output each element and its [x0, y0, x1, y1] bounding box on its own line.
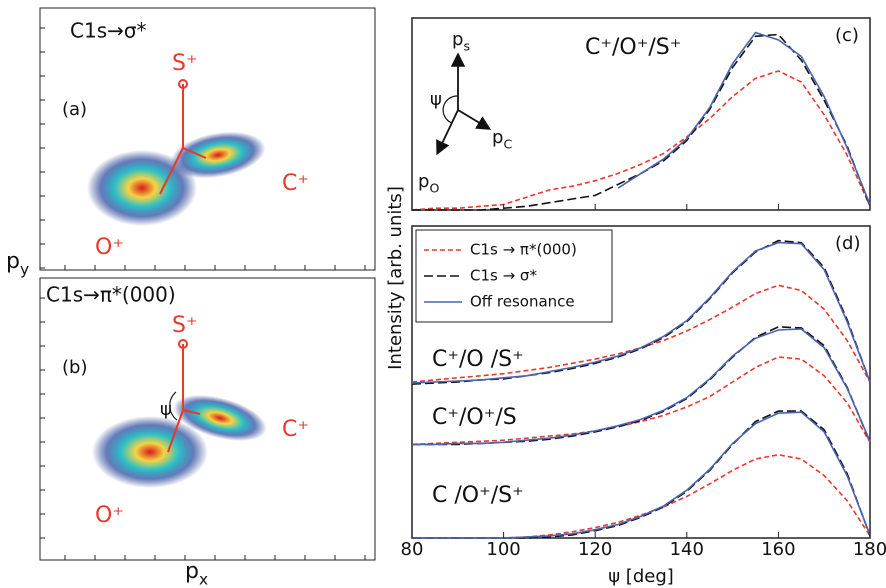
label: C⁺/O⁺/S⁺ — [585, 35, 681, 60]
curve — [411, 284, 871, 383]
label: (c) — [835, 25, 859, 46]
inset-label-sub: C — [503, 136, 512, 151]
label: ψ [deg] — [608, 566, 674, 587]
plot-frame — [411, 17, 871, 211]
inset-axes — [436, 52, 492, 156]
label: O⁺ — [95, 235, 124, 260]
curve — [412, 411, 871, 539]
label: O⁺ — [95, 503, 124, 528]
o-cloud — [92, 416, 208, 488]
curve — [412, 33, 871, 211]
inset-label: pO — [418, 171, 439, 195]
curve — [411, 241, 871, 384]
x-axis-label-sub: x — [199, 570, 208, 588]
x-axis-label-base: p — [185, 559, 199, 584]
label: C⁺/O /S⁺ — [432, 347, 524, 372]
inset-label: ps — [452, 29, 470, 53]
panel-b-frame — [39, 277, 376, 561]
inset-label-base: p — [452, 29, 463, 50]
label: C⁺ — [282, 171, 309, 196]
label: C⁺ — [282, 417, 309, 442]
y-axis-label-sub: y — [20, 260, 29, 278]
label: 180 — [853, 539, 886, 560]
y-axis-label-base: p — [6, 249, 20, 274]
panel-a-frame — [39, 7, 376, 271]
label: S⁺ — [172, 313, 198, 338]
curve — [617, 31, 871, 205]
label: (b) — [62, 357, 87, 378]
curve — [411, 356, 871, 446]
curve — [412, 410, 871, 539]
label: 140 — [670, 539, 704, 560]
vectors-b — [167, 339, 201, 453]
label: 80 — [401, 539, 424, 560]
label: C1s→σ* — [70, 19, 147, 43]
inset-label-base: p — [418, 171, 429, 192]
label: C /O⁺/S⁺ — [432, 483, 524, 508]
label: 120 — [578, 539, 612, 560]
o-cloud — [87, 150, 197, 226]
vectors-a — [159, 79, 207, 195]
label: C1s → π*(000) — [470, 241, 577, 259]
label: C1s→π*(000) — [46, 283, 176, 307]
label: (a) — [62, 99, 87, 120]
label: (d) — [835, 233, 860, 254]
inset-label-base: p — [492, 127, 503, 148]
label: Intensity [arb. units] — [385, 186, 406, 370]
curve — [411, 70, 871, 211]
inset-label-sub: O — [429, 180, 439, 195]
label: Off resonance — [470, 293, 575, 311]
label: S⁺ — [172, 51, 198, 76]
c-cloud — [170, 131, 266, 179]
label: 100 — [486, 539, 520, 560]
c-cloud — [173, 395, 267, 441]
label: ψ — [430, 89, 442, 110]
label: 160 — [761, 539, 795, 560]
y-axis-label: py — [6, 249, 29, 278]
inset-label: pC — [492, 127, 512, 151]
x-axis-label: px — [185, 559, 208, 588]
label: ψ — [160, 399, 172, 420]
label: C⁺/O⁺/S — [432, 405, 517, 430]
legend-box — [415, 229, 613, 323]
label: C1s → σ* — [470, 267, 537, 285]
inset-label-sub: s — [463, 38, 470, 53]
curve — [412, 328, 871, 446]
